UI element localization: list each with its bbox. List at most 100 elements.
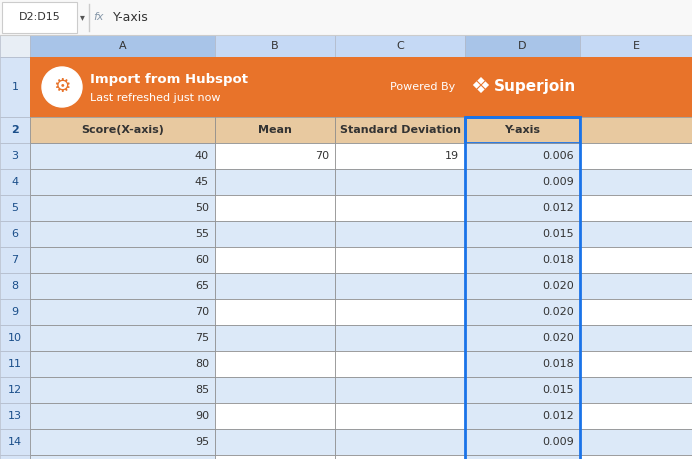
Text: Standard Deviation: Standard Deviation bbox=[340, 125, 460, 135]
Bar bbox=[580, 221, 692, 247]
Text: 0.009: 0.009 bbox=[543, 177, 574, 187]
Text: 75: 75 bbox=[195, 333, 209, 343]
Bar bbox=[215, 35, 335, 57]
Bar bbox=[30, 403, 215, 429]
Bar bbox=[580, 117, 692, 143]
Text: 85: 85 bbox=[195, 385, 209, 395]
Bar bbox=[0, 455, 30, 459]
Text: 8: 8 bbox=[12, 281, 19, 291]
Bar bbox=[465, 143, 580, 169]
Bar bbox=[215, 403, 335, 429]
Bar bbox=[465, 403, 580, 429]
Text: Last refreshed just now: Last refreshed just now bbox=[90, 93, 221, 103]
Bar bbox=[580, 299, 692, 325]
Text: B: B bbox=[271, 41, 279, 51]
Bar bbox=[215, 299, 335, 325]
Text: 95: 95 bbox=[195, 437, 209, 447]
Bar bbox=[335, 299, 465, 325]
Text: Score(X-axis): Score(X-axis) bbox=[81, 125, 164, 135]
Text: 6: 6 bbox=[12, 229, 19, 239]
Bar bbox=[335, 351, 465, 377]
Bar bbox=[30, 221, 215, 247]
Text: 12: 12 bbox=[8, 385, 22, 395]
Bar bbox=[580, 429, 692, 455]
Text: Y-axis: Y-axis bbox=[113, 11, 149, 24]
Text: 40: 40 bbox=[195, 151, 209, 161]
Text: 90: 90 bbox=[195, 411, 209, 421]
Bar bbox=[335, 325, 465, 351]
Bar bbox=[215, 377, 335, 403]
Bar bbox=[30, 325, 215, 351]
Bar bbox=[215, 247, 335, 273]
Bar bbox=[30, 195, 215, 221]
Text: 4: 4 bbox=[12, 177, 19, 187]
Text: 0.020: 0.020 bbox=[543, 333, 574, 343]
Text: 1: 1 bbox=[12, 82, 19, 92]
Text: 13: 13 bbox=[8, 411, 22, 421]
Bar bbox=[30, 143, 215, 169]
Bar bbox=[215, 117, 335, 143]
Bar bbox=[215, 169, 335, 195]
Bar bbox=[30, 169, 215, 195]
Bar bbox=[465, 195, 580, 221]
Text: 2: 2 bbox=[11, 125, 19, 135]
Text: 14: 14 bbox=[8, 437, 22, 447]
Bar bbox=[335, 195, 465, 221]
Bar bbox=[335, 143, 465, 169]
Bar bbox=[335, 117, 465, 143]
Text: fx: fx bbox=[93, 12, 104, 22]
Bar bbox=[580, 273, 692, 299]
Text: Y-axis: Y-axis bbox=[504, 125, 540, 135]
Bar bbox=[215, 221, 335, 247]
Bar bbox=[335, 403, 465, 429]
Bar bbox=[465, 247, 580, 273]
Bar bbox=[465, 351, 580, 377]
Text: 65: 65 bbox=[195, 281, 209, 291]
Bar bbox=[580, 247, 692, 273]
Bar bbox=[0, 117, 30, 143]
Bar bbox=[335, 221, 465, 247]
Bar bbox=[335, 247, 465, 273]
Text: Powered By: Powered By bbox=[390, 82, 455, 92]
Text: E: E bbox=[632, 41, 639, 51]
Text: 0.009: 0.009 bbox=[543, 437, 574, 447]
Text: ▾: ▾ bbox=[80, 12, 85, 22]
Bar bbox=[335, 429, 465, 455]
Bar bbox=[580, 377, 692, 403]
Bar bbox=[465, 325, 580, 351]
Bar bbox=[465, 221, 580, 247]
Bar bbox=[0, 273, 30, 299]
Bar bbox=[465, 273, 580, 299]
Bar bbox=[0, 35, 30, 57]
Bar bbox=[30, 117, 215, 143]
Bar bbox=[0, 403, 30, 429]
Bar bbox=[30, 247, 215, 273]
Text: 50: 50 bbox=[195, 203, 209, 213]
Bar bbox=[0, 195, 30, 221]
Text: ❖: ❖ bbox=[470, 77, 490, 97]
Text: 7: 7 bbox=[12, 255, 19, 265]
Bar bbox=[0, 57, 30, 117]
Text: A: A bbox=[119, 41, 127, 51]
Bar bbox=[30, 377, 215, 403]
Bar bbox=[30, 35, 215, 57]
Circle shape bbox=[42, 67, 82, 107]
Text: 0.015: 0.015 bbox=[543, 229, 574, 239]
Text: 11: 11 bbox=[8, 359, 22, 369]
Text: 80: 80 bbox=[195, 359, 209, 369]
Text: D: D bbox=[518, 41, 527, 51]
Bar bbox=[30, 57, 692, 117]
Text: 0.018: 0.018 bbox=[543, 255, 574, 265]
Bar bbox=[580, 325, 692, 351]
Text: 45: 45 bbox=[195, 177, 209, 187]
Bar bbox=[465, 455, 580, 459]
Bar bbox=[580, 403, 692, 429]
Bar bbox=[30, 273, 215, 299]
Bar bbox=[465, 117, 580, 143]
Bar bbox=[580, 35, 692, 57]
Bar bbox=[30, 351, 215, 377]
Text: D2:D15: D2:D15 bbox=[19, 12, 60, 22]
Bar bbox=[335, 169, 465, 195]
Text: 0.006: 0.006 bbox=[543, 151, 574, 161]
Bar bbox=[215, 325, 335, 351]
